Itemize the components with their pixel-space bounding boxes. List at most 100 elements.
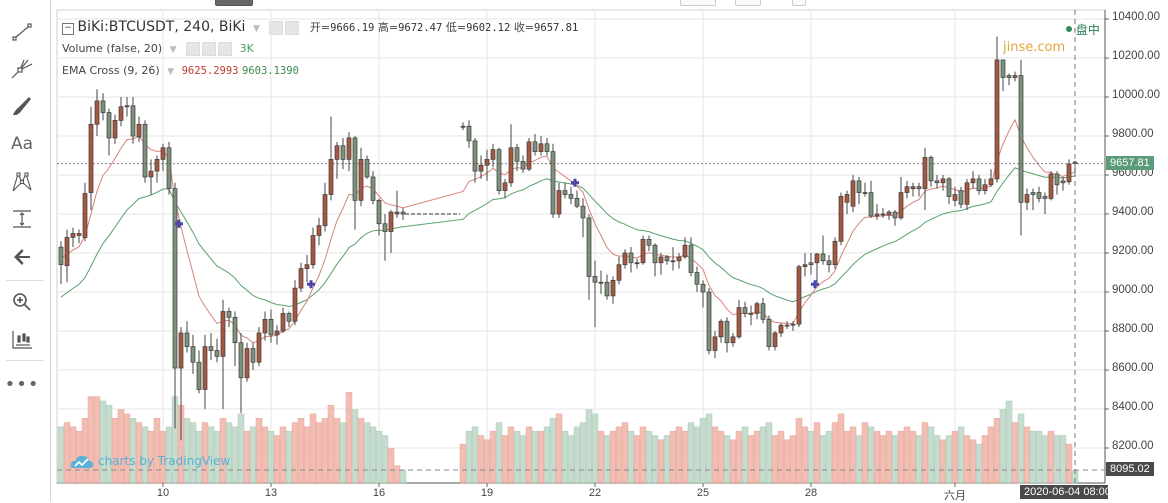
candle-body: [352, 137, 358, 201]
volume-bar: [741, 426, 749, 484]
arrow-left-icon[interactable]: [8, 243, 36, 271]
candle-body: [370, 176, 376, 201]
candle-body: [532, 141, 538, 152]
candle-body: [664, 256, 670, 262]
eye-icon[interactable]: [186, 42, 201, 56]
volume-bar: [651, 435, 659, 484]
candle-body: [544, 143, 550, 152]
x-tick-label: 10: [156, 487, 170, 499]
volume-bar: [531, 430, 539, 484]
ema-legend: EMA Cross (9, 26) ▼ 9625.2993 9603.1390: [62, 64, 299, 77]
volume-label[interactable]: Volume (false, 20): [62, 42, 163, 55]
brush-icon[interactable]: [8, 92, 36, 120]
candle-body: [676, 256, 682, 262]
pattern-icon[interactable]: [8, 168, 36, 196]
candle-body: [688, 244, 694, 273]
volume-bar: [1011, 422, 1019, 484]
top-button[interactable]: [215, 0, 253, 6]
volume-bar: [393, 465, 401, 484]
candle-body: [1000, 59, 1006, 78]
volume-bar: [813, 422, 821, 484]
eye-icon[interactable]: [269, 21, 284, 35]
volume-bar: [921, 422, 929, 484]
volume-bar: [687, 422, 695, 484]
candle-body: [760, 303, 766, 320]
text-icon[interactable]: Aa: [10, 134, 34, 154]
volume-bar: [945, 435, 953, 484]
volume-bar: [849, 426, 857, 484]
volume-bar: [129, 417, 137, 484]
candle-body: [958, 190, 964, 205]
candle-body: [520, 161, 526, 170]
candle-body: [184, 332, 190, 347]
top-button[interactable]: [680, 0, 716, 6]
chevron-down-icon[interactable]: ▼: [169, 45, 177, 55]
candle-body: [574, 198, 580, 207]
volume-bar: [339, 422, 347, 484]
tradingview-branding[interactable]: charts by TradingView: [70, 453, 230, 469]
top-button[interactable]: [792, 0, 806, 6]
pitchfork-icon[interactable]: [8, 54, 36, 82]
symbol-legend: − BiKi:BTCUSDT, 240, BiKi ▼ 开=9666.19 高=…: [62, 19, 578, 35]
volume-bar: [153, 417, 161, 484]
candle-body: [808, 262, 814, 266]
volume-bar: [885, 430, 893, 484]
chevron-down-icon[interactable]: ▼: [252, 24, 260, 34]
volume-bar: [1047, 430, 1055, 484]
volume-bar: [861, 422, 869, 484]
volume-bar: [483, 439, 491, 484]
close-icon[interactable]: [218, 42, 233, 56]
volume-bar: [729, 439, 737, 484]
candle-body: [244, 348, 250, 379]
volume-bar: [975, 443, 983, 484]
candle-body: [340, 145, 346, 160]
candle-body: [1024, 194, 1030, 203]
y-tick-label: 8600.00: [1112, 362, 1154, 374]
candle-body: [292, 287, 298, 322]
volume-bar: [369, 426, 377, 484]
zoom-in-icon[interactable]: [8, 288, 36, 316]
candle-body: [1048, 173, 1054, 199]
more-icon[interactable]: •••: [4, 373, 40, 395]
volume-bar: [1035, 430, 1043, 484]
candle-body: [346, 137, 352, 160]
volume-bar: [471, 426, 479, 484]
collapse-icon[interactable]: −: [62, 23, 74, 35]
volume-bar: [285, 430, 293, 484]
volume-bar: [621, 422, 629, 484]
ema-label[interactable]: EMA Cross (9, 26): [62, 64, 160, 77]
candle-body: [376, 200, 382, 225]
candle-body: [472, 140, 478, 172]
candle-body: [778, 324, 784, 334]
candle-body: [772, 332, 778, 347]
candle-body: [952, 194, 958, 201]
candle-body: [220, 311, 226, 357]
candle-body: [202, 346, 208, 390]
candle-body: [982, 184, 988, 191]
bars-pattern-icon[interactable]: [8, 326, 36, 354]
ohlc-high-label: 高=: [377, 21, 399, 34]
volume-bar: [81, 417, 89, 484]
candle-body: [112, 120, 118, 139]
candle-body: [322, 194, 328, 227]
candle-body: [580, 205, 586, 219]
symbol-title[interactable]: BiKi:BTCUSDT, 240, BiKi: [77, 19, 246, 35]
measure-icon[interactable]: [8, 205, 36, 233]
candle-body: [148, 170, 154, 178]
volume-bar: [459, 443, 467, 484]
trend-line-icon[interactable]: [8, 18, 36, 46]
candle-body: [880, 213, 886, 216]
candle-body: [76, 233, 82, 236]
y-tick-label: 9200.00: [1112, 245, 1154, 257]
candle-body: [886, 211, 892, 216]
chevron-down-icon[interactable]: ▼: [167, 67, 175, 77]
x-tick-label: 22: [588, 487, 602, 499]
settings-icon[interactable]: [285, 21, 300, 35]
settings-icon[interactable]: [202, 42, 217, 56]
candle-body: [178, 332, 184, 369]
x-tick-label: 28: [804, 487, 818, 499]
top-button[interactable]: [735, 0, 761, 6]
candle-body: [250, 348, 256, 363]
volume-bar: [801, 426, 809, 484]
